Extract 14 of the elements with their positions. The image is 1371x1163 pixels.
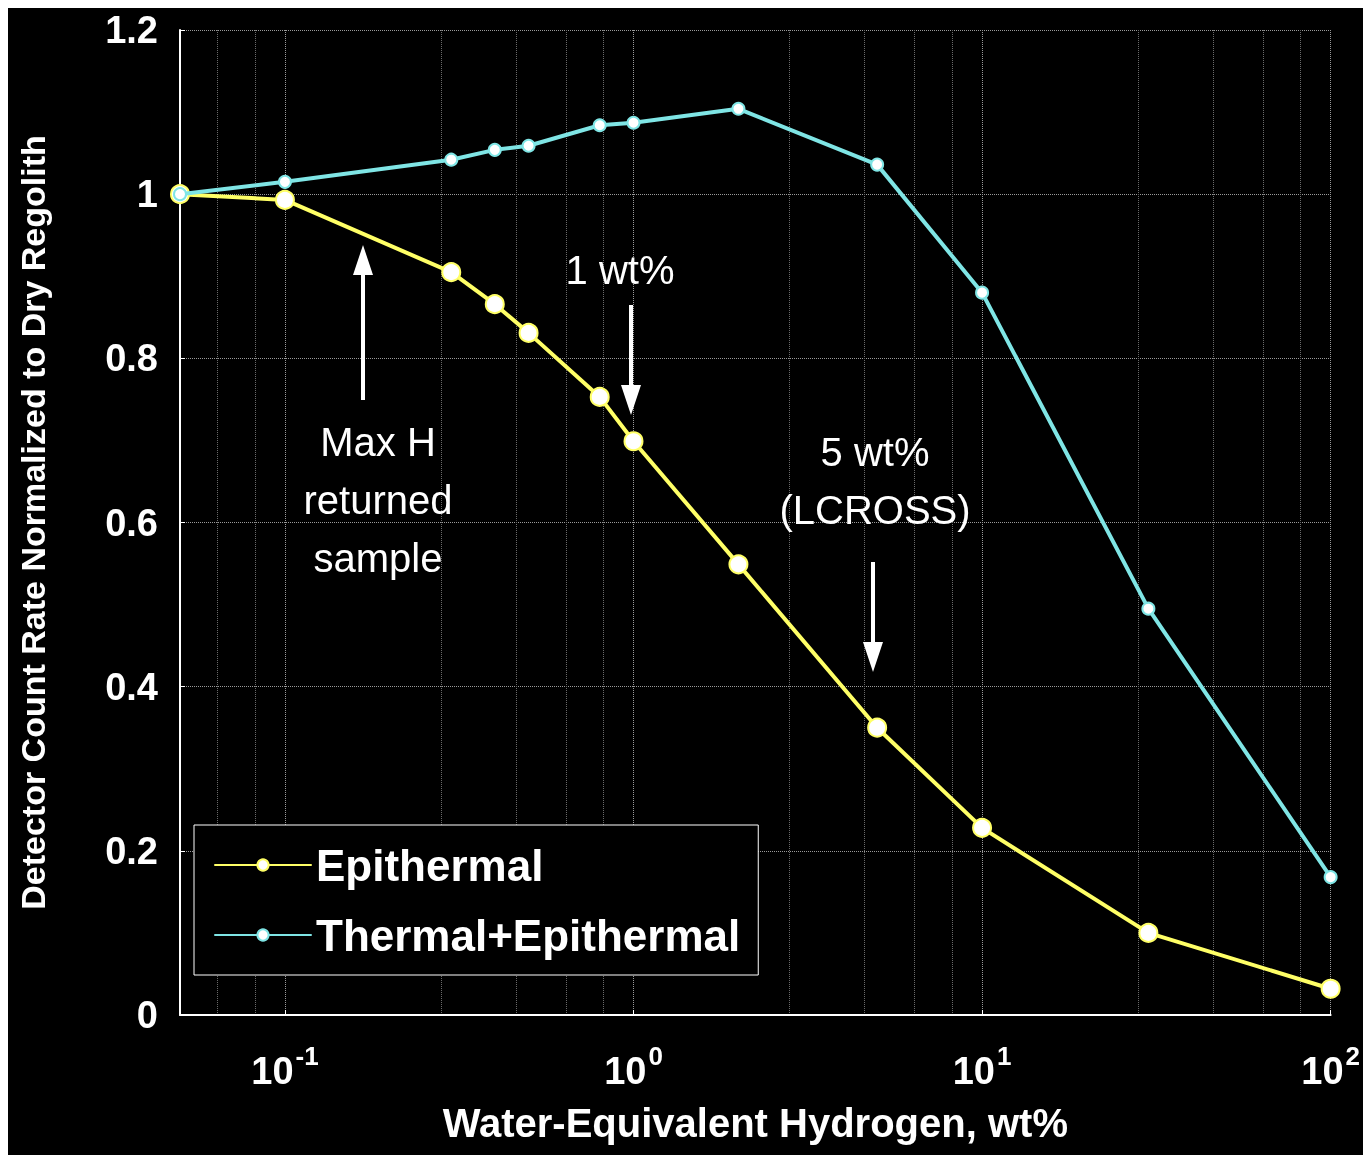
annotation: Max H returned sample [303,420,453,580]
y-tick-label: 1.2 [105,9,158,51]
legend-label: Thermal+Epithermal [316,910,741,960]
y-tick-label: 0.2 [105,829,158,872]
legend-label: Epithermal [316,840,544,890]
annotation: 1 wt% [565,248,675,292]
y-tick-label: 0.4 [105,665,158,708]
x-axis-title: Water-Equivalent Hydrogen, wt% [442,1101,1068,1145]
y-tick-label: 0.8 [105,337,158,380]
y-axis-title: Detector Count Rate Normalized to Dry Regolith [14,135,52,910]
y-tick-label: 0 [136,994,158,1036]
y-tick-label: 1 [136,173,158,216]
annotation: 5 wt% (LCROSS) [779,430,971,532]
y-tick-label: 0.6 [105,501,158,544]
